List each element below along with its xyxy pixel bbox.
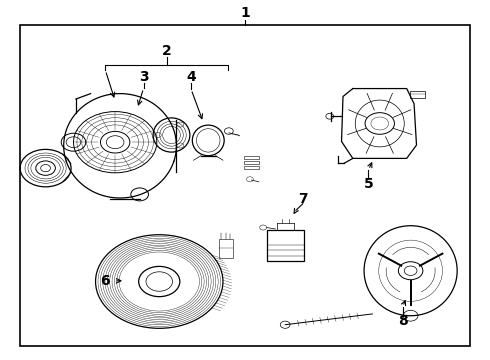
Text: 3: 3: [139, 71, 148, 84]
Text: 7: 7: [298, 192, 308, 206]
Bar: [244, 161, 259, 164]
Text: 8: 8: [398, 314, 408, 328]
Bar: [244, 166, 259, 169]
Text: 6: 6: [100, 274, 110, 288]
Text: 1: 1: [240, 6, 250, 19]
Bar: [267, 230, 304, 261]
Bar: [244, 156, 259, 159]
Text: 5: 5: [364, 177, 373, 190]
Text: 4: 4: [186, 71, 196, 84]
Text: 2: 2: [162, 44, 172, 58]
Bar: [20, 25, 470, 346]
Bar: [410, 91, 425, 98]
Bar: [219, 239, 233, 258]
